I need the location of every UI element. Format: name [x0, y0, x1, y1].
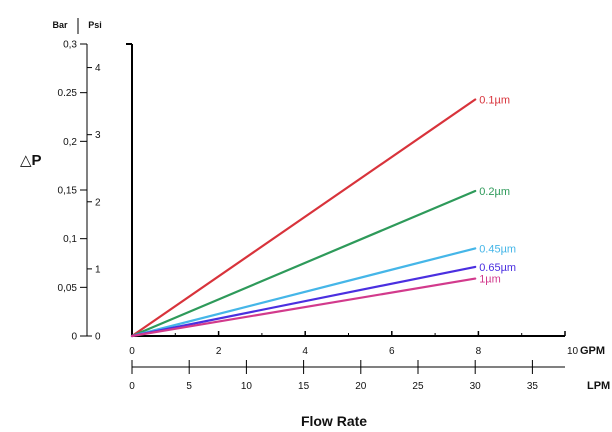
lpm-tick-label: 5 [186, 381, 192, 392]
gpm-tick-label: 0 [129, 346, 135, 357]
series-line [130, 265, 477, 338]
gpm-tick-label: 2 [216, 346, 222, 357]
bar-tick-label: 0,1 [63, 234, 77, 245]
lpm-tick-label: 15 [298, 381, 310, 392]
series-line [130, 247, 477, 338]
series-label: 0.65µm [479, 262, 516, 274]
gpm-unit-label: GPM [580, 345, 605, 357]
psi-tick-label: 4 [95, 63, 101, 74]
psi-tick-label: 3 [95, 130, 101, 141]
x-axis-title: Flow Rate [301, 413, 367, 429]
gpm-tick-label: 6 [389, 346, 395, 357]
bar-tick-label: 0,3 [63, 40, 77, 51]
bar-unit-label: Bar [52, 20, 68, 30]
gpm-tick-label: 8 [476, 346, 482, 357]
series-label: 1µm [479, 274, 501, 286]
bar-tick-label: 0,2 [63, 137, 77, 148]
series-line [130, 277, 477, 338]
lpm-tick-label: 25 [412, 381, 424, 392]
lpm-tick-label: 20 [355, 381, 367, 392]
lpm-tick-label: 10 [241, 381, 253, 392]
bar-tick-label: 0 [71, 332, 77, 343]
series-label: 0.1µm [479, 94, 510, 106]
bar-tick-label: 0,05 [58, 283, 78, 294]
lpm-tick-label: 0 [129, 381, 135, 392]
series-line [130, 98, 477, 338]
gpm-tick-label: 4 [302, 346, 308, 357]
lpm-unit-label: LPM [587, 380, 610, 392]
lpm-tick-label: 35 [527, 381, 539, 392]
series-line [130, 189, 477, 338]
series-label: 0.2µm [479, 186, 510, 198]
psi-tick-label: 1 [95, 264, 101, 275]
psi-tick-label: 0 [95, 332, 101, 343]
psi-unit-label: Psi [88, 20, 102, 30]
y-axis-title: △P [20, 152, 42, 169]
gpm-tick-label: 10 [567, 346, 579, 357]
lpm-tick-label: 30 [470, 381, 482, 392]
psi-tick-label: 2 [95, 197, 101, 208]
bar-tick-label: 0,15 [58, 186, 78, 197]
bar-tick-label: 0.25 [58, 88, 78, 99]
series-label: 0.45µm [479, 243, 516, 255]
